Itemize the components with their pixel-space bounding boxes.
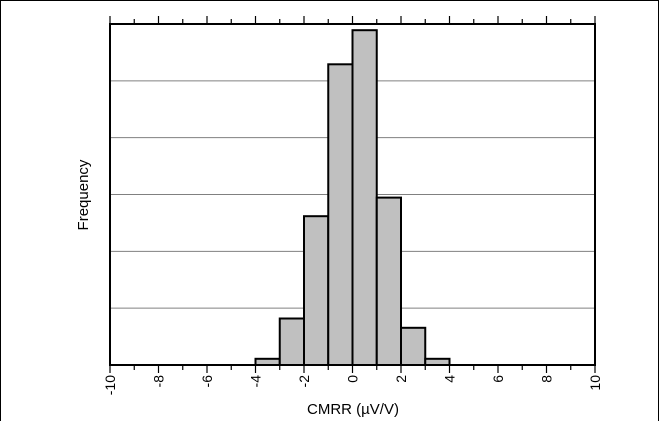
histogram-bar	[351, 29, 378, 366]
histogram-bar	[400, 326, 427, 366]
y-axis-label: Frequency	[75, 159, 92, 230]
x-tick-labels: -10 -8 -6 -4 -2 0 2 4 6 8 10	[102, 375, 603, 395]
histogram-bars	[254, 29, 451, 367]
x-tick-label: -10	[102, 375, 118, 395]
histogram-bar	[327, 63, 354, 367]
histogram-bar	[375, 196, 402, 366]
x-tick-label: 6	[490, 375, 506, 383]
x-tick-label: 10	[587, 375, 603, 391]
x-tick-label: 4	[442, 375, 458, 383]
x-tick-label: 0	[345, 375, 361, 383]
x-tick-label: -6	[199, 375, 215, 388]
histogram-bar	[303, 215, 330, 366]
x-tick-label: -8	[151, 375, 167, 388]
plot-area	[109, 23, 596, 366]
x-tick-label: 8	[539, 375, 555, 383]
x-tick-label: 2	[393, 375, 409, 383]
histogram-bar	[278, 317, 305, 366]
x-axis-label: CMRR (µV/V)	[307, 401, 399, 418]
x-tick-label: -2	[296, 375, 312, 388]
x-tick-label: -4	[248, 375, 264, 388]
